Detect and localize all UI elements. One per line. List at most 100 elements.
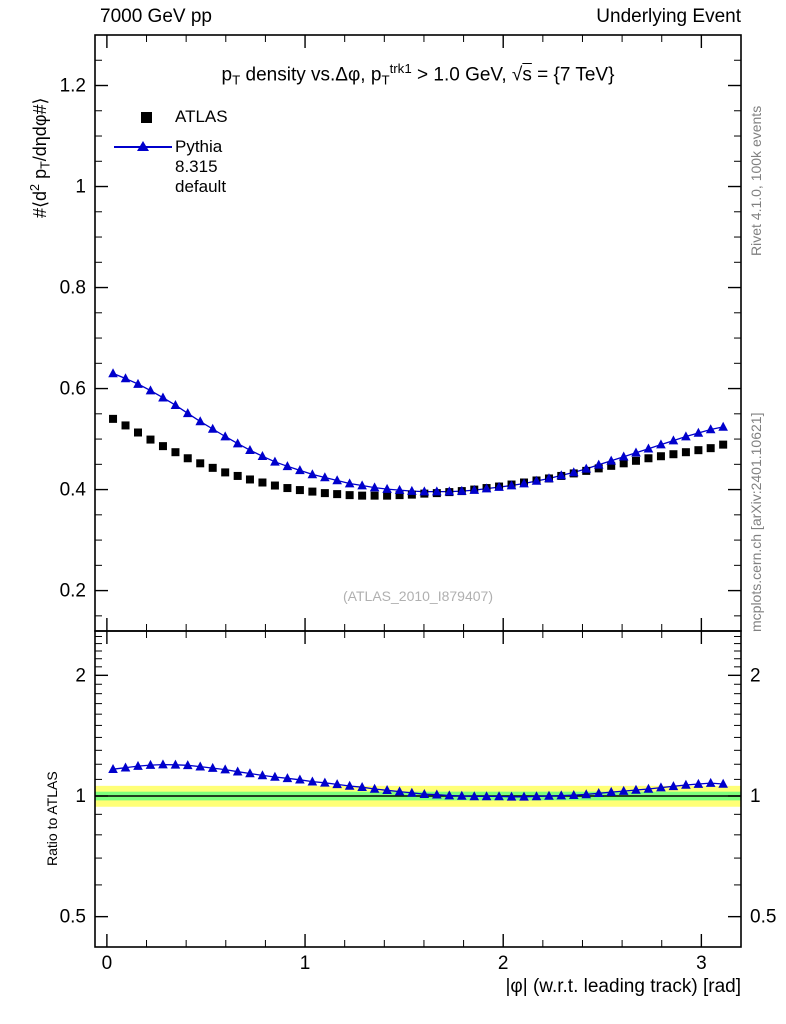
atlas-point [320, 489, 329, 498]
atlas-point [171, 448, 180, 457]
atlas-point [656, 452, 665, 461]
ratio-point [245, 768, 255, 778]
atlas-point [221, 468, 230, 477]
pythia-point [519, 478, 529, 488]
ratio-point [108, 763, 118, 773]
ratio-point [631, 784, 641, 794]
ratio-point [419, 789, 430, 799]
pythia-point [705, 424, 716, 434]
ratio-point [232, 766, 243, 776]
atlas-point [706, 444, 715, 453]
ratio-point [506, 791, 517, 801]
pythia-point [282, 461, 293, 471]
rivet-version-note: Rivet 4.1.0, 100k events [748, 105, 764, 256]
pythia-point [681, 431, 691, 441]
atlas-point [245, 475, 254, 484]
atlas-point [694, 446, 703, 455]
atlas-point [134, 428, 143, 437]
main-series [108, 368, 728, 500]
ratio-point [257, 770, 268, 780]
pythia-point [693, 427, 704, 437]
ratio-point [307, 776, 318, 786]
atlas-point [158, 442, 167, 451]
pythia-curve [112, 372, 724, 493]
plot-title: pT density vs.Δφ, pTtrk1 > 1.0 GeV, √s =… [221, 61, 615, 88]
ratio-series [108, 759, 728, 801]
atlas-point [333, 490, 342, 499]
atlas-point [383, 491, 392, 500]
ratio-point [656, 782, 666, 792]
pythia-point [182, 408, 193, 418]
ratio-point [618, 785, 629, 795]
pythia-point [270, 456, 280, 466]
ratio-point [581, 789, 592, 799]
pythia-point [344, 478, 355, 488]
y-tick-label: 0.6 [60, 379, 86, 400]
atlas-point [669, 450, 678, 459]
ratio-point [133, 760, 143, 770]
ratio-point [531, 791, 542, 801]
atlas-point [146, 435, 155, 444]
y-tick-label: 1.2 [60, 76, 86, 97]
legend-label-atlas: ATLAS [175, 107, 228, 126]
pythia-point [469, 484, 480, 494]
pythia-point [668, 435, 679, 445]
atlas-point [258, 478, 267, 487]
ratio-bands [95, 785, 741, 807]
analysis-id-watermark: (ATLAS_2010_I879407) [343, 588, 493, 604]
ratio-point [282, 773, 293, 783]
ratio-point [556, 790, 567, 800]
ratio-tick-label-right: 0.5 [750, 907, 776, 928]
pythia-point [456, 485, 467, 495]
ratio-frame [94, 630, 742, 948]
ratio-point [344, 780, 355, 790]
ratio-point [220, 764, 230, 774]
ratio-point [693, 778, 704, 788]
atlas-point [681, 448, 690, 457]
pythia-point [357, 480, 367, 490]
pythia-point [307, 469, 318, 479]
pythia-point [145, 385, 156, 395]
ratio-point [320, 777, 330, 787]
ratio-point [681, 779, 691, 789]
pythia-point [170, 400, 181, 410]
pythia-point [432, 486, 442, 496]
pythia-point [494, 481, 504, 491]
atlas-point [208, 463, 217, 472]
atlas-point [196, 459, 205, 468]
analysis-topic: Underlying Event [596, 6, 741, 27]
pythia-point [593, 459, 604, 469]
ratio-point [456, 790, 467, 800]
ratio-point [705, 777, 716, 787]
legend-label-pythia: Pythia 8.315 default [175, 137, 227, 196]
pythia-point [618, 451, 629, 461]
pythia-point [718, 421, 728, 431]
ratio-point [718, 778, 728, 788]
pythia-point [631, 447, 641, 457]
pythia-point [407, 485, 417, 495]
ratio-point [270, 771, 280, 781]
y-tick-label: 0.2 [60, 581, 86, 602]
atlas-point [370, 491, 379, 500]
ratio-point [357, 782, 367, 792]
pythia-point [481, 483, 492, 493]
ratio-tick-label-right: 1 [750, 786, 761, 807]
atlas-point [345, 491, 354, 500]
pythia-point [444, 486, 455, 496]
beam-info: 7000 GeV pp [100, 6, 212, 27]
ratio-point [481, 791, 492, 801]
atlas-point [270, 481, 279, 490]
pythia-point [158, 392, 168, 402]
pythia-point [295, 465, 305, 475]
pythia-point [531, 475, 542, 485]
ratio-point [295, 774, 305, 784]
pythia-point [232, 438, 243, 448]
pythia-point [207, 423, 218, 433]
atlas-point [644, 454, 653, 463]
y-tick-label: 0.4 [60, 480, 87, 501]
pythia-point [556, 470, 567, 480]
ratio-axis-label: Ratio to ATLAS [44, 771, 60, 866]
pythia-point [245, 444, 255, 454]
atlas-point [183, 454, 192, 463]
pythia-point [656, 439, 666, 449]
